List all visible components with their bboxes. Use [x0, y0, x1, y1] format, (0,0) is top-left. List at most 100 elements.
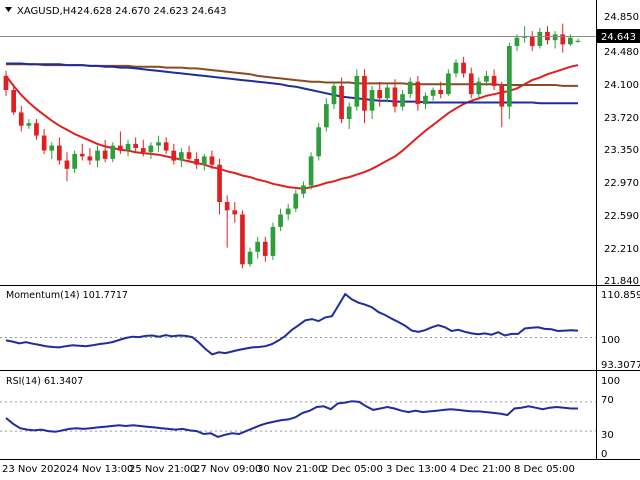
- candle[interactable]: [468, 67, 474, 99]
- candle[interactable]: [476, 77, 482, 98]
- candle-body: [171, 150, 177, 161]
- candle[interactable]: [194, 152, 199, 169]
- rsi-tick: 70: [601, 395, 614, 406]
- candle[interactable]: [255, 236, 260, 259]
- candle-body: [49, 145, 55, 151]
- candle[interactable]: [133, 137, 138, 153]
- candle-body: [57, 145, 62, 161]
- candle-body: [247, 251, 253, 265]
- candle[interactable]: [293, 189, 299, 212]
- candle[interactable]: [18, 105, 24, 132]
- candle[interactable]: [224, 195, 230, 248]
- candle[interactable]: [308, 152, 314, 190]
- candle[interactable]: [369, 85, 375, 120]
- candle[interactable]: [262, 236, 268, 262]
- candle[interactable]: [331, 81, 337, 110]
- candle[interactable]: [552, 31, 558, 49]
- price-tick: 22.970: [604, 178, 639, 189]
- candle[interactable]: [385, 84, 390, 103]
- current-price-badge: [597, 29, 640, 43]
- candle[interactable]: [575, 38, 581, 43]
- candle[interactable]: [186, 145, 192, 163]
- candle-body: [453, 62, 459, 74]
- candle[interactable]: [72, 150, 77, 173]
- candle[interactable]: [11, 84, 16, 115]
- momentum-panel[interactable]: [0, 292, 596, 356]
- candle[interactable]: [110, 142, 116, 163]
- candle[interactable]: [87, 148, 93, 165]
- rsi-panel[interactable]: [0, 400, 596, 438]
- candle[interactable]: [179, 148, 184, 168]
- candle-body: [217, 164, 222, 202]
- candle[interactable]: [148, 142, 154, 159]
- candle[interactable]: [49, 142, 55, 159]
- candle[interactable]: [102, 139, 108, 163]
- candle[interactable]: [491, 69, 497, 91]
- candle[interactable]: [64, 152, 70, 182]
- candle[interactable]: [415, 75, 421, 111]
- candle[interactable]: [79, 143, 85, 161]
- candle-body: [102, 150, 108, 159]
- candle[interactable]: [41, 129, 47, 154]
- candle[interactable]: [346, 102, 352, 130]
- candle[interactable]: [392, 79, 398, 113]
- candle[interactable]: [278, 208, 283, 232]
- candle[interactable]: [461, 56, 466, 78]
- candle-body: [293, 193, 299, 209]
- price-tick: 23.720: [604, 113, 639, 124]
- candle[interactable]: [125, 139, 131, 157]
- price-tick: 24.100: [604, 80, 639, 91]
- candle[interactable]: [247, 247, 253, 267]
- candle[interactable]: [529, 31, 535, 52]
- chart-menu-icon[interactable]: [5, 7, 12, 12]
- candle[interactable]: [514, 34, 520, 52]
- candle[interactable]: [316, 123, 321, 161]
- candle[interactable]: [507, 42, 512, 120]
- time-tick: 23 Nov 2020: [2, 464, 66, 475]
- candle[interactable]: [484, 70, 489, 86]
- candle[interactable]: [232, 202, 238, 223]
- candle[interactable]: [377, 81, 382, 107]
- candle[interactable]: [354, 69, 360, 111]
- candle-body: [461, 62, 466, 74]
- price-panel[interactable]: [3, 23, 581, 269]
- candle[interactable]: [430, 87, 436, 101]
- candle[interactable]: [400, 90, 405, 111]
- candle[interactable]: [438, 81, 444, 99]
- candle[interactable]: [499, 81, 505, 128]
- candle[interactable]: [324, 98, 329, 132]
- candle[interactable]: [95, 145, 100, 168]
- candle[interactable]: [118, 131, 123, 154]
- candle[interactable]: [560, 23, 566, 53]
- candle[interactable]: [217, 158, 222, 215]
- candle[interactable]: [34, 119, 39, 140]
- candle-body: [507, 46, 512, 107]
- candle-body: [125, 143, 131, 151]
- symbol-label: XAGUSD,H4: [17, 6, 77, 17]
- candle[interactable]: [201, 153, 207, 171]
- candle[interactable]: [362, 69, 367, 124]
- candle[interactable]: [209, 150, 215, 169]
- candle[interactable]: [57, 137, 62, 165]
- candle[interactable]: [140, 139, 146, 157]
- time-tick: 25 Nov 21:00: [129, 464, 196, 475]
- candle[interactable]: [26, 119, 32, 130]
- candle[interactable]: [339, 77, 344, 124]
- candle[interactable]: [171, 143, 177, 165]
- candle[interactable]: [3, 70, 9, 96]
- candle[interactable]: [285, 203, 291, 221]
- candle-body: [301, 185, 306, 194]
- candle[interactable]: [301, 181, 306, 198]
- candle[interactable]: [537, 27, 543, 49]
- candle-body: [179, 152, 184, 161]
- candle[interactable]: [407, 77, 413, 99]
- candle[interactable]: [423, 92, 428, 110]
- candle[interactable]: [270, 222, 276, 261]
- candle[interactable]: [240, 210, 245, 269]
- candle[interactable]: [453, 59, 459, 78]
- candle[interactable]: [156, 135, 161, 153]
- candle[interactable]: [446, 69, 451, 96]
- candle[interactable]: [163, 137, 169, 154]
